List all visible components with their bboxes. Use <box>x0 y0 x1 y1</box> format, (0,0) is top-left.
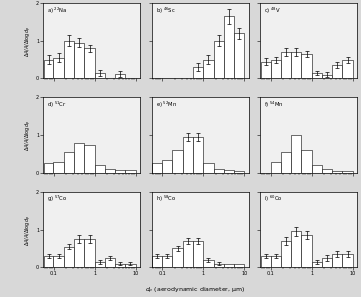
Bar <box>322 258 332 267</box>
Bar <box>281 152 291 173</box>
Y-axis label: $\Delta A/A/\Delta\log d_p$: $\Delta A/A/\Delta\log d_p$ <box>24 119 34 151</box>
Bar <box>172 248 183 267</box>
Bar <box>270 162 281 173</box>
Bar <box>162 160 172 173</box>
Bar <box>301 235 312 267</box>
Bar <box>291 52 301 78</box>
Bar <box>115 170 125 173</box>
Text: b) $^{46}$Sc: b) $^{46}$Sc <box>156 5 175 15</box>
Bar <box>115 263 125 267</box>
Bar <box>270 256 281 267</box>
Bar <box>322 169 332 173</box>
Bar <box>301 150 312 173</box>
Text: c) $^{48}$V: c) $^{48}$V <box>264 5 281 15</box>
Text: e) $^{52}$Mn: e) $^{52}$Mn <box>156 99 177 110</box>
Bar <box>193 67 203 78</box>
Bar <box>312 262 322 267</box>
Bar <box>214 169 224 173</box>
Bar <box>270 60 281 78</box>
Bar <box>84 145 95 173</box>
Bar <box>95 73 105 78</box>
Bar <box>261 61 270 78</box>
Bar <box>291 135 301 173</box>
Bar <box>193 137 203 173</box>
Bar <box>203 163 214 173</box>
Bar <box>53 58 64 78</box>
Bar <box>64 247 74 267</box>
Bar <box>74 43 84 78</box>
Bar <box>224 170 234 173</box>
Bar <box>224 264 234 267</box>
Bar <box>95 165 105 173</box>
Text: a) $^{22}$Na: a) $^{22}$Na <box>47 5 68 15</box>
Text: $d_p$ (aerodynamic diameter, μm): $d_p$ (aerodynamic diameter, μm) <box>145 285 245 296</box>
Bar <box>125 170 136 173</box>
Text: d) $^{51}$Cr: d) $^{51}$Cr <box>47 99 67 110</box>
Bar <box>214 41 224 78</box>
Text: g) $^{57}$Co: g) $^{57}$Co <box>47 194 68 204</box>
Y-axis label: $\Delta A/A/\Delta\log d_p$: $\Delta A/A/\Delta\log d_p$ <box>24 25 34 57</box>
Bar <box>64 41 74 78</box>
Bar <box>105 169 115 173</box>
Bar <box>44 60 53 78</box>
Bar <box>312 73 322 78</box>
Text: i) $^{60}$Co: i) $^{60}$Co <box>264 194 283 204</box>
Bar <box>281 52 291 78</box>
Bar <box>281 241 291 267</box>
Bar <box>84 239 95 267</box>
Bar <box>125 263 136 267</box>
Bar <box>74 239 84 267</box>
Bar <box>115 74 125 78</box>
Bar <box>183 137 193 173</box>
Bar <box>152 163 162 173</box>
Bar <box>53 162 64 173</box>
Bar <box>152 256 162 267</box>
Bar <box>95 262 105 267</box>
Bar <box>234 171 244 173</box>
Bar <box>291 231 301 267</box>
Bar <box>74 143 84 173</box>
Bar <box>84 48 95 78</box>
Bar <box>172 150 183 173</box>
Bar <box>343 171 353 173</box>
Bar <box>44 256 53 267</box>
Bar <box>203 60 214 78</box>
Bar <box>332 171 343 173</box>
Y-axis label: $\Delta A/A/\Delta\log d_p$: $\Delta A/A/\Delta\log d_p$ <box>24 214 34 246</box>
Bar <box>214 263 224 267</box>
Text: h) $^{58}$Co: h) $^{58}$Co <box>156 194 176 204</box>
Bar <box>343 60 353 78</box>
Text: f) $^{54}$Mn: f) $^{54}$Mn <box>264 99 284 110</box>
Bar <box>261 256 270 267</box>
Bar <box>44 163 53 173</box>
Bar <box>301 54 312 78</box>
Bar <box>203 260 214 267</box>
Bar <box>332 254 343 267</box>
Bar <box>53 256 64 267</box>
Bar <box>224 16 234 78</box>
Bar <box>162 256 172 267</box>
Bar <box>105 258 115 267</box>
Bar <box>234 264 244 267</box>
Bar <box>193 241 203 267</box>
Bar <box>332 65 343 78</box>
Bar <box>312 165 322 173</box>
Bar <box>183 241 193 267</box>
Bar <box>322 75 332 78</box>
Bar <box>343 254 353 267</box>
Bar <box>234 33 244 78</box>
Bar <box>64 152 74 173</box>
